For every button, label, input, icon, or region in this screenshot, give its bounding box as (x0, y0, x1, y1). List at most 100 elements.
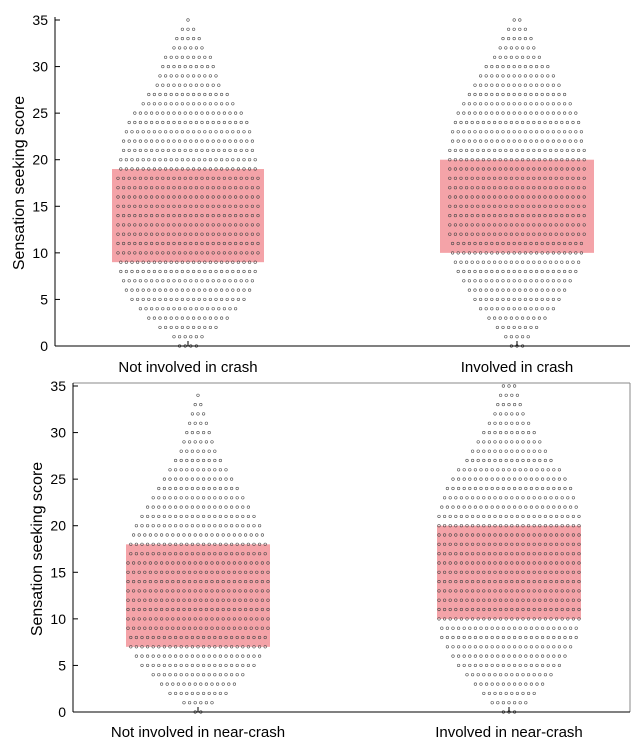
data-point (144, 148, 148, 152)
data-point (527, 598, 531, 602)
data-point (526, 260, 530, 264)
data-point (493, 223, 497, 227)
data-point (501, 307, 505, 311)
data-point (155, 251, 159, 255)
data-point (459, 186, 463, 190)
data-point (166, 195, 170, 199)
data-point (152, 288, 156, 292)
data-point (235, 524, 239, 528)
data-point (172, 186, 176, 190)
data-point (232, 682, 236, 686)
data-point (138, 241, 142, 246)
data-point (210, 701, 214, 705)
data-point (214, 325, 218, 329)
data-point (521, 673, 525, 677)
data-point (203, 269, 207, 274)
data-point (499, 431, 503, 435)
data-point (141, 167, 145, 171)
data-point (555, 607, 559, 612)
data-point (250, 204, 254, 208)
data-point (183, 111, 187, 115)
data-point (141, 269, 145, 274)
data-point (526, 195, 530, 199)
data-point (482, 449, 486, 453)
data-point (579, 139, 583, 143)
data-point (152, 92, 156, 97)
data-point (179, 458, 183, 463)
data-point (148, 598, 152, 602)
data-point (543, 524, 547, 528)
data-point (524, 505, 528, 509)
data-point (202, 449, 206, 453)
data-point (231, 297, 235, 301)
data-point (462, 111, 466, 115)
data-point (484, 241, 488, 246)
data-point (546, 635, 550, 640)
data-point (204, 617, 208, 621)
data-point (168, 691, 172, 695)
data-point (509, 176, 513, 180)
data-point (526, 55, 530, 59)
data-point (582, 223, 586, 227)
data-point (552, 645, 556, 649)
data-point (228, 279, 232, 283)
data-point (199, 533, 203, 537)
data-point (499, 589, 503, 593)
y-tick-label: 20 (32, 152, 48, 168)
data-point (577, 223, 581, 227)
data-point (495, 279, 499, 283)
data-point (499, 542, 503, 546)
data-point (515, 561, 519, 565)
data-point (468, 468, 472, 472)
data-point (146, 645, 150, 649)
data-point (207, 449, 211, 453)
data-point (473, 251, 477, 255)
data-point (225, 269, 229, 274)
data-point (200, 139, 204, 143)
data-point (504, 542, 508, 546)
data-point (183, 214, 187, 218)
data-point (560, 570, 564, 574)
data-point (248, 130, 252, 134)
data-point (479, 251, 483, 255)
data-point (459, 223, 463, 227)
data-point (551, 130, 555, 134)
data-point (493, 232, 497, 236)
data-point (185, 514, 189, 518)
data-point (138, 232, 142, 236)
data-point (465, 524, 469, 528)
data-point (234, 148, 238, 152)
data-point (193, 682, 197, 686)
data-point (188, 533, 192, 537)
data-point (253, 260, 257, 264)
data-point (501, 65, 505, 69)
data-point (496, 682, 500, 686)
data-point (248, 260, 252, 264)
data-point (193, 598, 197, 602)
data-point (496, 626, 500, 630)
data-point (518, 297, 522, 301)
data-point (465, 458, 469, 463)
data-point (560, 617, 564, 621)
dot-group-1 (126, 393, 270, 714)
data-point (527, 440, 531, 444)
data-point (540, 251, 544, 255)
data-point (510, 561, 514, 565)
data-point (471, 552, 475, 556)
data-point (138, 214, 142, 218)
data-point (496, 635, 500, 640)
data-point (568, 111, 572, 115)
data-point (510, 514, 514, 518)
data-point (471, 589, 475, 593)
data-point (476, 598, 480, 602)
data-point (527, 570, 531, 574)
data-point (160, 561, 164, 565)
data-point (571, 176, 575, 180)
data-point (158, 288, 162, 292)
data-point (454, 580, 458, 584)
data-point (459, 195, 463, 199)
data-point (197, 325, 201, 329)
data-point (150, 232, 154, 236)
data-point (213, 673, 217, 677)
data-point (481, 186, 485, 190)
